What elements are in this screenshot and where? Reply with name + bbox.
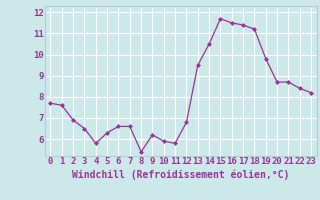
X-axis label: Windchill (Refroidissement éolien,°C): Windchill (Refroidissement éolien,°C) <box>72 169 290 180</box>
